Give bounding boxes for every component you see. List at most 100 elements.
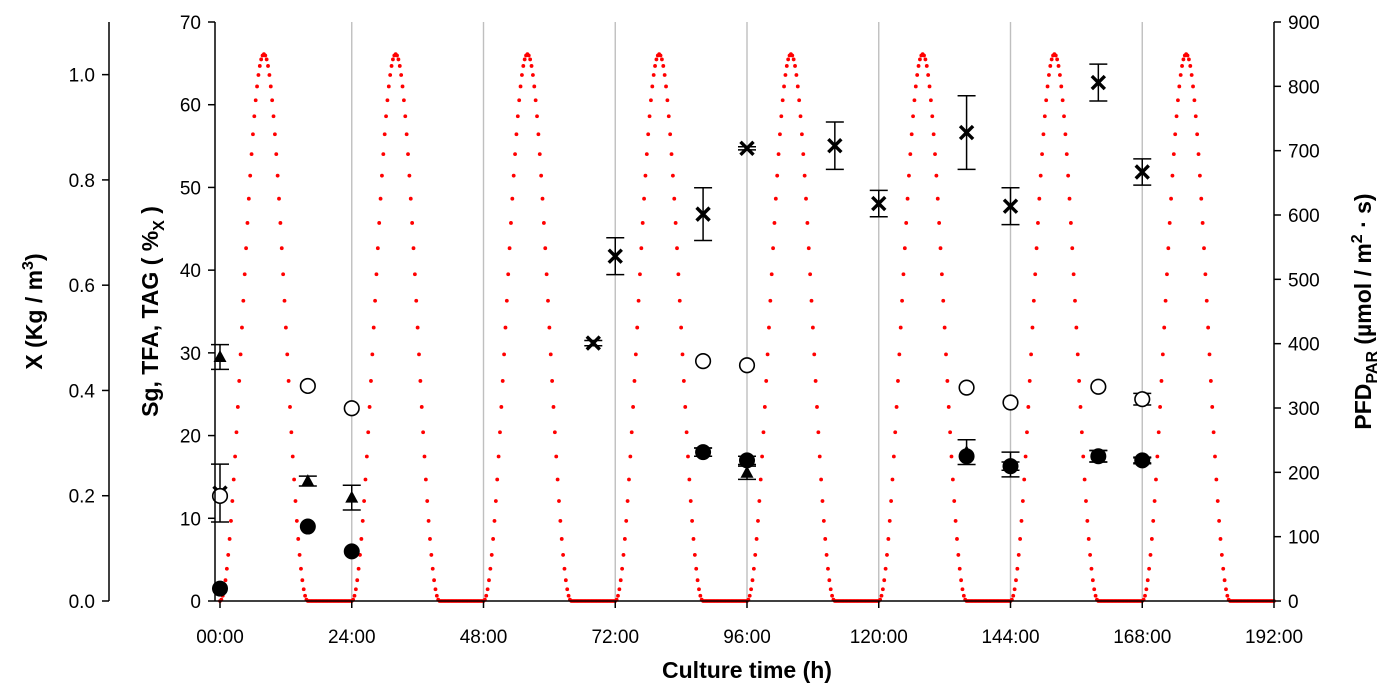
pfd-point: [504, 298, 509, 303]
pfd-point: [827, 578, 832, 583]
pfd-point: [498, 430, 502, 435]
pfd-point: [684, 430, 689, 435]
pfd-point: [366, 430, 371, 435]
pfd-point: [651, 73, 656, 77]
pfd-point: [691, 537, 696, 541]
pfd-point: [1033, 272, 1038, 277]
pfd-point: [399, 73, 404, 77]
pfd-point: [1158, 405, 1162, 409]
pfd-point: [561, 553, 565, 557]
pfd-point: [1159, 379, 1164, 383]
pfd-point: [1027, 379, 1032, 383]
pfd-point: [395, 53, 399, 58]
pfd-point: [433, 587, 438, 592]
inner-y-tick-label: 20: [180, 427, 201, 448]
pfd-point: [687, 477, 692, 482]
pfd-point: [780, 98, 785, 103]
pfd-point: [783, 73, 788, 77]
pfd-curve: [218, 52, 1276, 603]
pfd-point: [638, 272, 642, 277]
pfd-point: [922, 53, 926, 58]
pfd-point: [255, 84, 259, 89]
inner-y-tick-label: 50: [180, 178, 201, 199]
pfd-point: [913, 84, 918, 89]
grid-lines: [351, 22, 1143, 601]
pfd-point: [1020, 499, 1025, 503]
pfd-point: [1192, 98, 1197, 103]
tick-labels: 00:00 24:00 48:00 72:00 96:00 120:00 144:00 168…: [69, 13, 1320, 648]
pfd-point: [293, 499, 298, 503]
pfd-point: [1068, 221, 1073, 225]
pfd-point: [279, 246, 284, 251]
pfd-point: [668, 132, 673, 137]
pfd-point: [897, 352, 902, 357]
pfd-point: [1214, 477, 1219, 482]
pfd-point: [404, 132, 409, 137]
pfd-point: [948, 430, 953, 435]
pfd-point: [267, 73, 272, 77]
pfd-point: [513, 152, 517, 157]
pfd-point: [775, 173, 780, 178]
pfd-point: [926, 73, 931, 77]
inner-y-tick-label: 60: [180, 96, 201, 117]
pfd-point: [389, 64, 394, 68]
pfd-point: [1207, 352, 1212, 357]
pfd-point: [939, 272, 944, 277]
pfd-point: [259, 57, 264, 62]
pfd-point: [1077, 379, 1082, 383]
pfd-point: [522, 57, 527, 62]
pfd-point: [406, 152, 410, 157]
pfd-point: [885, 553, 889, 557]
filled-circle-point: [1090, 448, 1107, 465]
pfd-point: [355, 578, 360, 583]
pfd-point: [429, 553, 434, 557]
pfd-point: [292, 477, 297, 482]
pfd-point: [270, 98, 275, 103]
pfd-point: [1148, 553, 1153, 557]
inner-y-tick-label: 40: [180, 261, 201, 282]
pfd-point: [535, 114, 539, 119]
pfd-point: [509, 221, 513, 225]
pfd-point: [650, 84, 655, 89]
triangle-point: [345, 490, 359, 503]
pfd-point: [801, 152, 806, 157]
pfd-point: [909, 132, 914, 137]
pfd-point: [507, 246, 512, 251]
pfd-point: [624, 519, 629, 523]
pfd-point: [1177, 84, 1182, 89]
pfd-point: [1189, 73, 1194, 77]
pfd-point: [666, 114, 671, 119]
pfd-point: [543, 246, 548, 251]
pfd-point: [683, 405, 688, 409]
pfd-point: [635, 325, 640, 330]
pfd-point: [889, 499, 893, 503]
pfd-point: [797, 98, 802, 103]
pfd-point: [1015, 566, 1020, 571]
pfd-point: [375, 246, 380, 251]
right-y-tick-label: 100: [1288, 528, 1320, 549]
pfd-point: [550, 379, 555, 383]
pfd-point: [767, 325, 771, 330]
pfd-point: [403, 114, 408, 119]
outer-y-title-end: ): [21, 253, 47, 261]
pfd-point: [233, 454, 238, 459]
outer-y-axis-title: X (Kg / m3): [20, 253, 47, 369]
pfd-point: [640, 221, 645, 225]
pfd-point: [749, 587, 754, 592]
pfd-point: [883, 566, 888, 571]
pfd-point: [1058, 73, 1062, 77]
right-y-tick-label: 300: [1288, 399, 1320, 420]
pfd-point: [378, 196, 383, 201]
pfd-point: [275, 173, 280, 178]
pfd-point: [373, 298, 377, 303]
pfd-point: [828, 587, 833, 592]
outer-y-tick-label: 0.4: [69, 381, 96, 402]
pfd-point: [680, 352, 685, 357]
pfd-point: [900, 298, 904, 303]
pfd-point: [1074, 325, 1079, 330]
pfd-point: [791, 57, 796, 62]
axis-titles: Culture time (h)X (Kg / m3) Sg, TFA, TAG …: [20, 193, 1381, 683]
pfd-point: [422, 454, 427, 459]
pfd-point: [931, 132, 936, 137]
pfd-point: [1067, 196, 1072, 201]
